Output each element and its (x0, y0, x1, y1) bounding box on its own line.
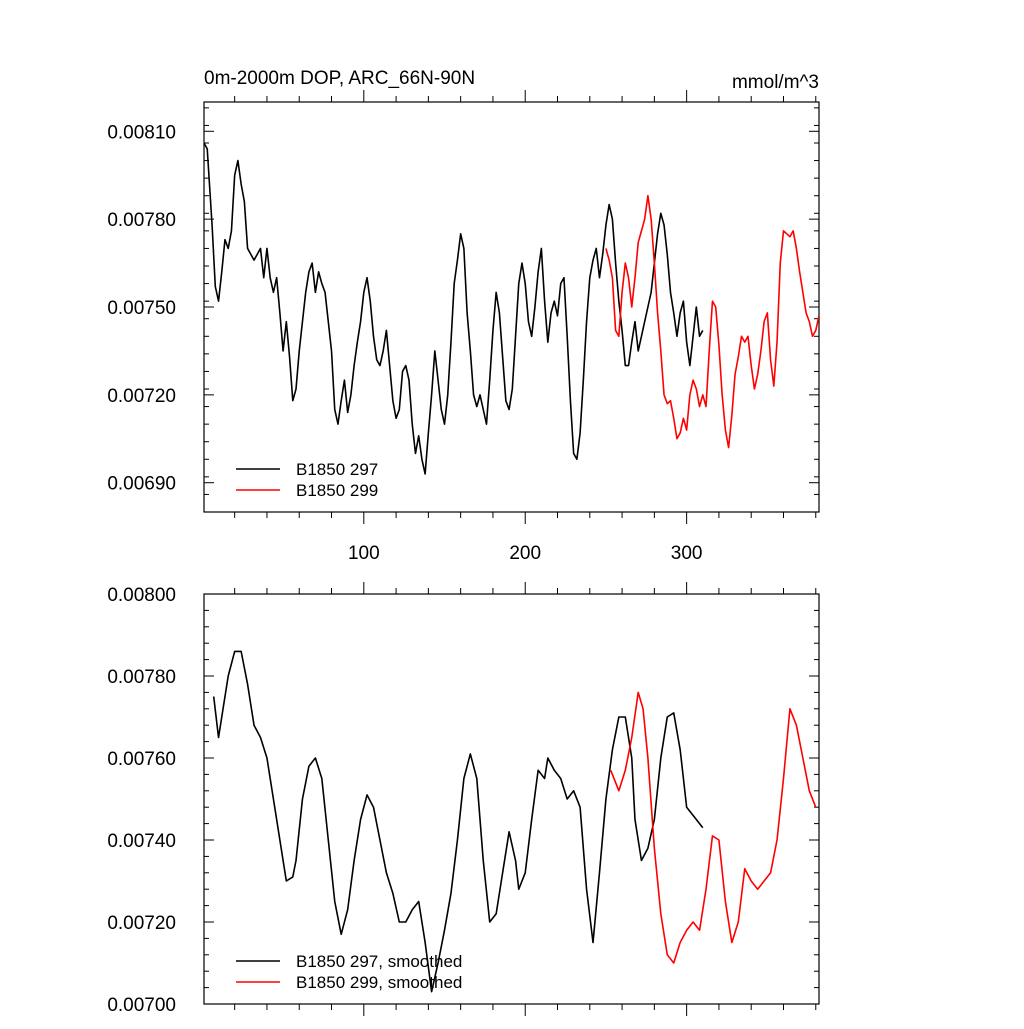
y-tick-label: 0.00700 (107, 995, 176, 1016)
y-tick-label: 0.00760 (107, 749, 176, 770)
y-tick-label: 0.00810 (107, 122, 176, 143)
series-line-2 (610, 691, 817, 964)
legend-label-2: B1850 299, smoothed (296, 973, 462, 992)
x-tick-label: 300 (671, 543, 703, 564)
chart-panel-2: 0.00700 0.00720 0.00740 0.00760 0.00780 0.008… (107, 582, 820, 1016)
y-tick-label: 0.00690 (107, 474, 176, 495)
x-tick-label: 100 (348, 543, 380, 564)
legend-label-1: B1850 297 (296, 460, 378, 479)
y-tick-label: 0.00720 (107, 913, 176, 934)
legend-label-2: B1850 299 (296, 481, 378, 500)
y-tick-label: 0.00750 (107, 298, 176, 319)
legend-label-1: B1850 297, smoothed (296, 952, 462, 971)
units-label: mmol/m^3 (732, 72, 819, 93)
chart-title: 0m-2000m DOP, ARC_66N-90N (204, 68, 475, 89)
y-tick-label: 0.00720 (107, 386, 176, 407)
x-tick-label: 200 (509, 543, 541, 564)
y-tick-label: 0.00800 (107, 585, 176, 606)
y-tick-label: 0.00740 (107, 831, 176, 852)
plot-frame (203, 593, 820, 1005)
plot-frame (203, 101, 820, 513)
series-line-2 (605, 194, 819, 449)
y-tick-label: 0.00780 (107, 667, 176, 688)
series-line-1 (204, 142, 704, 475)
y-tick-label: 0.00780 (107, 210, 176, 231)
chart-panel-1: 0.00690 0.00720 0.00750 0.00780 0.00810 100 20… (107, 68, 820, 564)
series-line-1 (212, 650, 704, 993)
